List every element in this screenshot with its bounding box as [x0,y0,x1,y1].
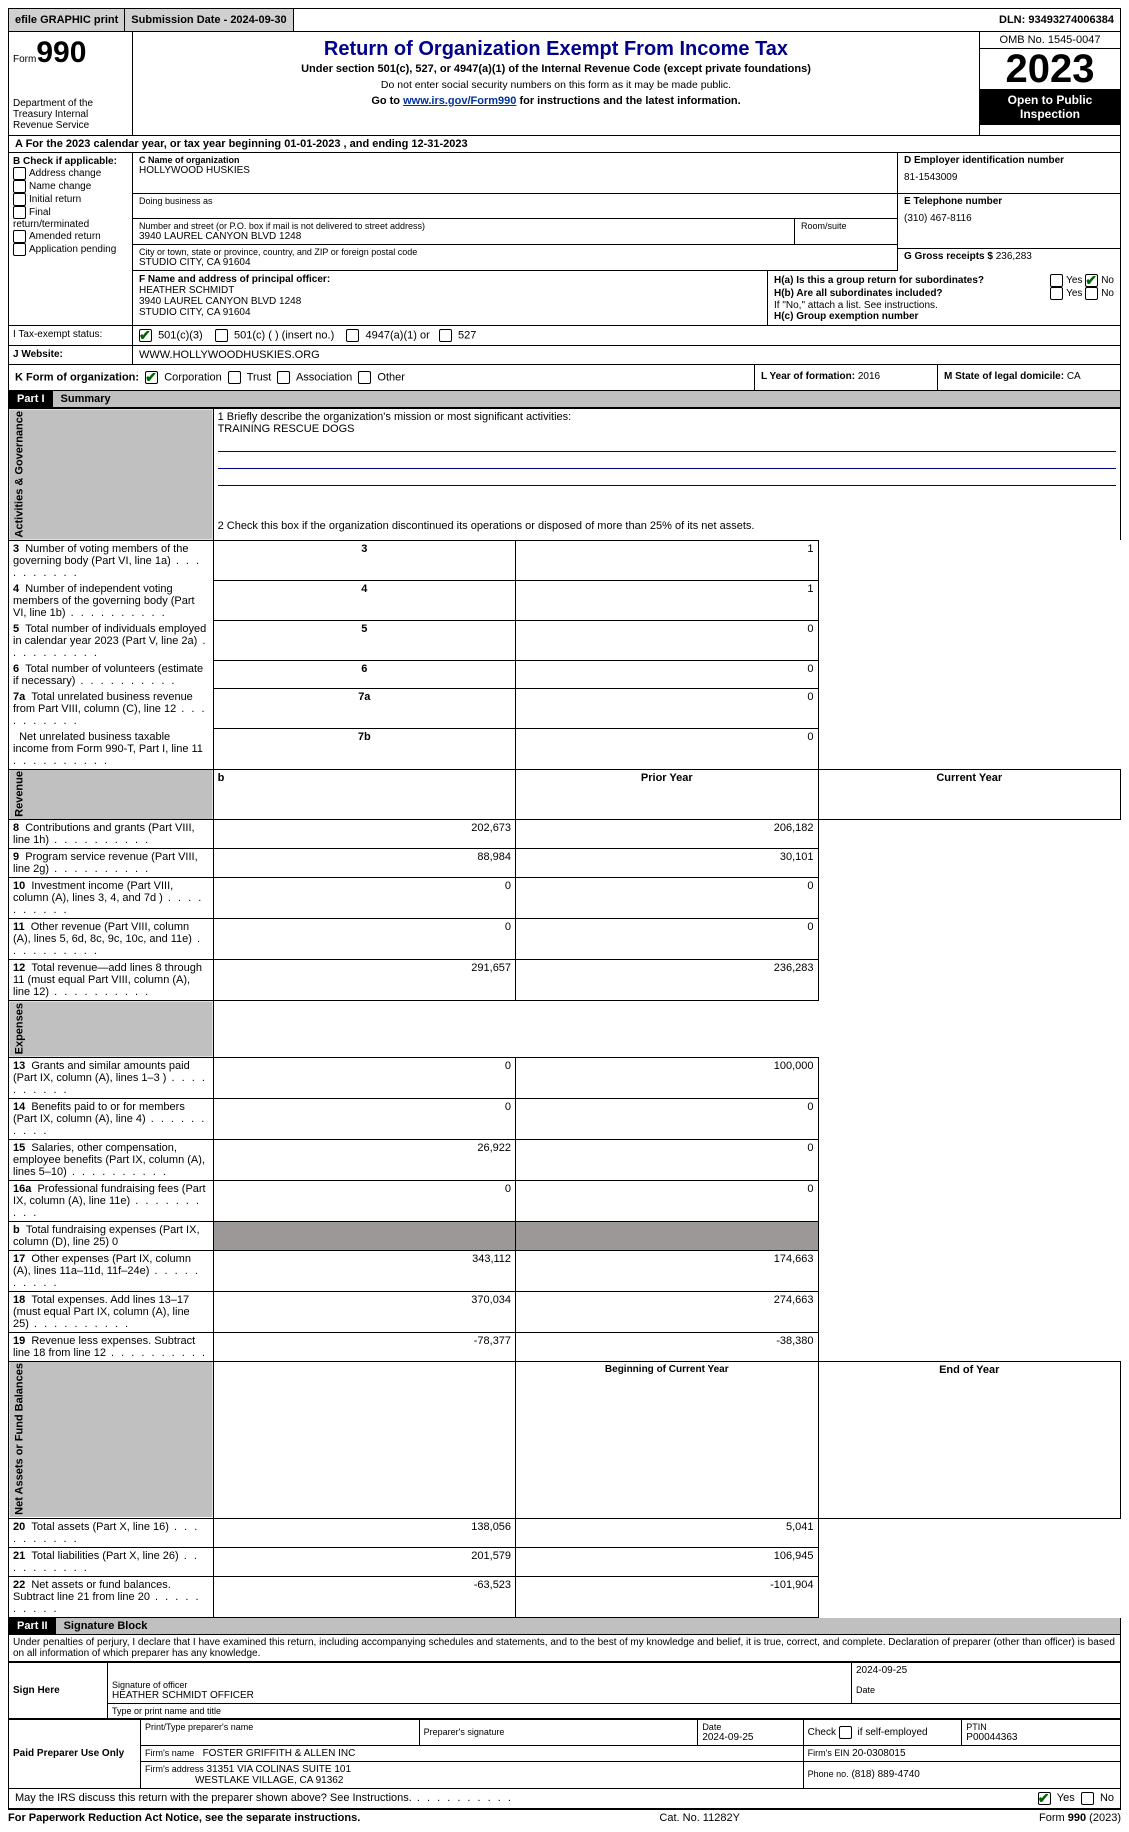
cb-corp[interactable] [145,371,158,384]
gross-label: G Gross receipts $ [904,251,993,262]
cb-ha-no[interactable] [1085,274,1098,287]
cb-other[interactable] [358,371,371,384]
phone-label: E Telephone number [904,196,1114,207]
cb-discuss-yes[interactable] [1038,1792,1051,1805]
box-m-label: M State of legal domicile: [944,371,1064,382]
open-to-public: Open to Public Inspection [980,89,1120,125]
firm-name: FOSTER GRIFFITH & ALLEN INC [203,1748,356,1759]
cb-527[interactable] [439,329,452,342]
website-label: J Website: [9,346,133,364]
perjury-declaration: Under penalties of perjury, I declare th… [8,1635,1121,1662]
cb-4947[interactable] [346,329,359,342]
submission-date: Submission Date - 2024-09-30 [125,9,293,31]
dln: DLN: 93493274006384 [993,9,1120,31]
vtab-governance: Activities & Governance [9,409,214,541]
street-label: Number and street (or P.O. box if mail i… [139,221,788,231]
box-l-label: L Year of formation: [761,371,855,382]
form-title: Return of Organization Exempt From Incom… [137,38,975,61]
room-label: Room/suite [801,221,891,231]
cb-501c[interactable] [215,329,228,342]
cb-501c3[interactable] [139,329,152,342]
cb-trust[interactable] [228,371,241,384]
ein-label: D Employer identification number [904,155,1114,166]
org-name: HOLLYWOOD HUSKIES [139,165,891,176]
vtab-net: Net Assets or Fund Balances [9,1361,214,1518]
tax-period: A For the 2023 calendar year, or tax yea… [8,136,1121,153]
box-h: H(a) Is this a group return for subordin… [768,271,1120,325]
cb-amended[interactable] [13,230,26,243]
vtab-expenses: Expenses [9,1001,214,1057]
part1-header: Part I [9,391,53,407]
part2-header: Part II [9,1618,56,1634]
efile-print-button[interactable]: efile GRAPHIC print [9,9,125,31]
firm-addr2: WESTLAKE VILLAGE, CA 91362 [195,1775,343,1786]
cb-app-pending[interactable] [13,243,26,256]
ptin: P00044363 [966,1732,1017,1743]
form-subtitle: Under section 501(c), 527, or 4947(a)(1)… [137,63,975,75]
org-name-label: C Name of organization [139,155,891,165]
cb-ha-yes[interactable] [1050,274,1063,287]
dept-treasury: Department of the Treasury Internal Reve… [13,98,128,131]
instructions-note: Go to www.irs.gov/Form990 for instructio… [137,95,975,107]
box-f: F Name and address of principal officer:… [133,271,768,325]
part1-title: Summary [53,391,1120,407]
discuss-question: May the IRS discuss this return with the… [15,1792,1038,1804]
cb-initial-return[interactable] [13,193,26,206]
form-header: Form990 Department of the Treasury Inter… [8,32,1121,136]
sign-here-label: Sign Here [9,1662,108,1718]
cb-name-change[interactable] [13,180,26,193]
website-value: WWW.HOLLYWOODHUSKIES.ORG [133,346,1120,364]
firm-ein: 20-0308015 [852,1748,905,1759]
cb-hb-yes[interactable] [1050,287,1063,300]
cb-discuss-no[interactable] [1081,1792,1094,1805]
paid-preparer-label: Paid Preparer Use Only [9,1719,141,1788]
tax-year: 2023 [980,49,1120,89]
part1-table: Activities & Governance 1 Briefly descri… [8,408,1121,1618]
irs-link[interactable]: www.irs.gov/Form990 [403,95,516,107]
page-footer: For Paperwork Reduction Act Notice, see … [8,1809,1121,1824]
box-b: B Check if applicable: Address change Na… [9,153,133,271]
ein-value: 81-1543009 [904,166,1114,183]
box-k-label: K Form of organization: [15,371,139,383]
tax-exempt-label: I Tax-exempt status: [9,326,133,345]
city-value: STUDIO CITY, CA 91604 [139,257,891,268]
mission-text: TRAINING RESCUE DOGS [218,423,1116,435]
ssn-note: Do not enter social security numbers on … [137,79,975,91]
cb-final-return[interactable] [13,206,26,219]
firm-addr1: 31351 VIA COLINAS SUITE 101 [207,1764,352,1775]
dba-label: Doing business as [139,196,891,206]
street-address: 3940 LAUREL CANYON BLVD 1248 [139,231,788,242]
part2-title: Signature Block [56,1618,1120,1634]
phone-value: (310) 467-8116 [904,207,1114,224]
cb-self-employed[interactable] [839,1726,852,1739]
form-number: Form990 [13,36,128,70]
vtab-revenue: Revenue [9,769,214,820]
officer-signature: HEATHER SCHMIDT OFFICER [112,1690,847,1701]
city-label: City or town, state or province, country… [139,247,891,257]
cb-address-change[interactable] [13,167,26,180]
cb-assoc[interactable] [277,371,290,384]
cb-hb-no[interactable] [1085,287,1098,300]
firm-phone: (818) 889-4740 [851,1769,919,1780]
gross-value: 236,283 [996,251,1032,262]
top-bar: efile GRAPHIC print Submission Date - 20… [8,8,1121,32]
